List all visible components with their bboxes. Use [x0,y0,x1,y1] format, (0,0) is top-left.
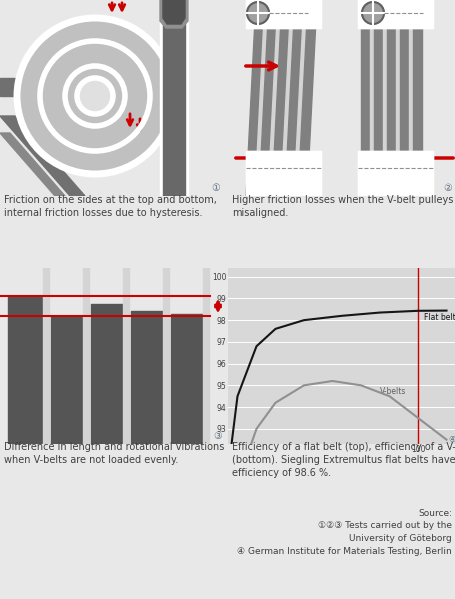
Bar [162,268,169,444]
Bar [245,0,320,28]
Bar [357,0,432,28]
Bar [43,268,49,444]
Polygon shape [284,0,303,196]
Bar [382,0,385,196]
Text: Source:
①②③ Tests carried out by the
University of Göteborg
④ German Institute f: Source: ①②③ Tests carried out by the Uni… [237,509,451,555]
Bar [357,151,432,196]
Text: Efficiency of a flat belt (top), efficiency of a V-belt
(bottom). Siegling Extre: Efficiency of a flat belt (top), efficie… [232,442,455,479]
Bar [123,268,129,444]
Circle shape [247,2,268,24]
Circle shape [77,78,113,114]
Polygon shape [258,0,278,196]
Bar [360,0,369,196]
Bar [399,0,408,196]
Bar [357,0,432,28]
Bar [131,311,162,444]
Bar [171,314,202,444]
Bar [162,0,185,196]
Bar [386,0,395,196]
Bar [83,268,89,444]
Bar [408,0,411,196]
Bar [245,151,320,196]
Bar [245,151,320,196]
Polygon shape [268,0,280,196]
Polygon shape [0,116,85,196]
Bar [245,0,320,28]
Polygon shape [162,0,185,24]
Text: ④: ④ [447,435,455,444]
Polygon shape [254,0,268,196]
Bar [369,0,372,196]
Circle shape [361,2,383,24]
Bar [160,0,187,196]
Polygon shape [0,133,65,196]
Text: Difference in length and rotational vibrations
when V-belts are not loaded evenl: Difference in length and rotational vibr… [4,442,224,465]
Text: ②: ② [443,183,451,193]
Polygon shape [298,0,316,196]
Polygon shape [271,0,290,196]
Polygon shape [160,0,187,28]
Bar [373,0,382,196]
Bar [8,296,43,444]
Text: Friction on the sides at the top and bottom,
internal friction losses due to hys: Friction on the sides at the top and bot… [4,195,217,218]
Bar [357,151,432,196]
Polygon shape [245,0,264,196]
Polygon shape [280,0,293,196]
Text: ③: ③ [213,431,222,441]
Bar [395,0,398,196]
Bar [412,0,421,196]
Bar [91,304,123,444]
Text: ①: ① [211,183,220,193]
Text: V-belts: V-belts [379,388,405,397]
Circle shape [17,18,172,174]
Text: Flat belts: Flat belts [423,313,455,322]
Bar [0,78,90,96]
Bar [202,268,208,444]
Text: Higher friction losses when the V-belt pulleys are
misaligned.: Higher friction losses when the V-belt p… [232,195,455,218]
Polygon shape [293,0,306,196]
Bar [51,316,83,444]
